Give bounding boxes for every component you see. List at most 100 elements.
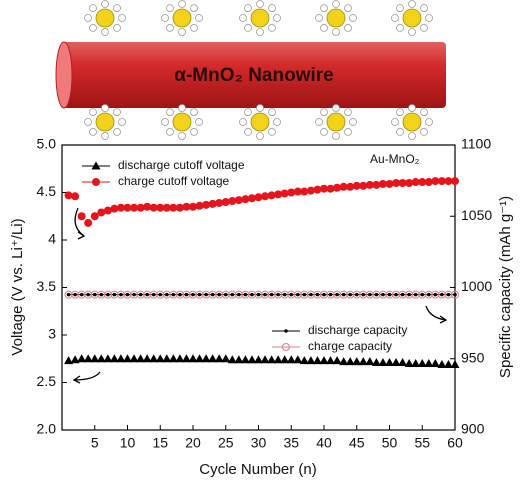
point (215, 198, 224, 207)
point (228, 197, 237, 206)
point (77, 354, 87, 363)
x-tick-label: 35 (283, 435, 299, 451)
point (437, 177, 446, 186)
point (352, 357, 362, 366)
point (263, 292, 267, 297)
ligand (408, 28, 416, 36)
ligand (344, 23, 352, 32)
ligand (420, 108, 428, 117)
point (189, 202, 197, 211)
ligand (332, 132, 340, 140)
ligand (161, 14, 169, 22)
point (296, 292, 300, 297)
y2-tick-label: 900 (461, 421, 485, 437)
point (328, 292, 333, 297)
point (280, 189, 289, 198)
ligand (195, 14, 203, 22)
point (123, 354, 132, 363)
y-tick-label: 3.5 (37, 278, 57, 294)
point (132, 292, 136, 297)
point (204, 292, 208, 297)
y-tick-label: 4.5 (37, 183, 57, 199)
point (90, 354, 100, 363)
point (302, 292, 307, 297)
nanoparticle (161, 0, 203, 36)
point (208, 354, 218, 363)
point (420, 292, 425, 297)
point (378, 358, 388, 367)
point (221, 354, 231, 363)
point (309, 292, 313, 297)
ligand (320, 108, 328, 117)
point (326, 356, 336, 365)
x-tick-label: 30 (251, 435, 267, 451)
point (274, 190, 283, 199)
point (182, 202, 191, 211)
point (280, 355, 290, 364)
point (119, 292, 123, 297)
point (359, 181, 368, 190)
point (175, 354, 185, 363)
ligand (349, 14, 357, 22)
ligand (101, 132, 109, 140)
point (320, 184, 328, 193)
arrows (72, 207, 448, 384)
gold-core (402, 112, 422, 132)
point (358, 357, 368, 366)
point (306, 356, 316, 365)
point (287, 188, 296, 197)
point (392, 179, 401, 187)
point (413, 292, 418, 297)
point (254, 355, 263, 364)
ligand (244, 23, 252, 32)
point (195, 201, 204, 210)
point (243, 292, 248, 297)
point (381, 292, 385, 297)
point (99, 292, 104, 297)
point (315, 292, 320, 297)
point (431, 177, 440, 186)
point (385, 179, 394, 188)
y2-tick-label: 950 (461, 349, 485, 365)
point (143, 202, 152, 211)
ligand (89, 127, 97, 136)
ligand (420, 4, 428, 13)
point (116, 354, 126, 363)
ligand (101, 0, 109, 8)
legend-marker (91, 161, 101, 170)
point (398, 179, 407, 187)
point (162, 354, 172, 363)
ligand (391, 118, 399, 126)
point (440, 292, 444, 297)
point (411, 359, 421, 367)
ligand (244, 127, 252, 136)
point (223, 292, 228, 297)
point (155, 354, 165, 363)
ligand (420, 127, 428, 136)
point (149, 354, 159, 363)
point (332, 356, 342, 365)
x-tick-label: 5 (91, 435, 99, 451)
point (319, 356, 329, 365)
ligand (408, 104, 416, 112)
point (446, 292, 451, 297)
point (335, 292, 339, 297)
ligand (84, 118, 92, 126)
point (84, 218, 93, 227)
ligand (420, 23, 428, 32)
ligand (268, 23, 276, 32)
nanowire-cap (55, 41, 73, 109)
point (202, 200, 211, 209)
point (158, 292, 163, 297)
point (86, 292, 90, 297)
ligand (101, 104, 109, 112)
gold-core (326, 8, 346, 28)
ligand (161, 118, 169, 126)
point (71, 192, 80, 201)
point (151, 292, 156, 297)
point (260, 355, 270, 364)
point (168, 354, 178, 363)
ligand (256, 132, 264, 140)
ligand (101, 28, 109, 36)
